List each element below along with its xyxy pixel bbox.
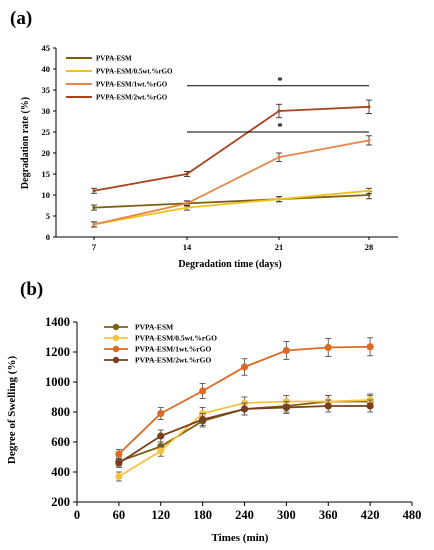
panel-a-series-group [91, 135, 372, 228]
panel-a-series-group [91, 187, 372, 228]
panel-a-y-tick-label: 0 [46, 232, 50, 242]
panel-b-data-point [157, 447, 165, 455]
panel-a-legend-label: PVPA-ESM/1wt.%rGO [96, 81, 168, 89]
panel-a-data-point [367, 138, 371, 142]
panel-b: (b) 200 400 600 800 1000 1200 1400 0 60 120 180 240… [6, 279, 421, 544]
panel-a-data-point [92, 222, 96, 226]
panel-a-y-tick-label: 40 [42, 64, 51, 74]
panel-a-series-line [93, 105, 370, 192]
panel-a-data-point [367, 105, 371, 109]
panel-a-y-tick-label: 10 [42, 190, 51, 200]
panel-a-series-line [93, 139, 370, 226]
panel-b-y-tick-label: 600 [51, 435, 70, 449]
panel-b-series-group [115, 399, 374, 468]
panel-b-legend-marker [112, 334, 120, 342]
panel-a-y-tick-label: 5 [46, 211, 50, 221]
panel-b-data-point [199, 387, 207, 395]
panel-b-data-point [282, 403, 290, 412]
panel-a-data-point [367, 193, 371, 197]
panel-b-data-point [115, 472, 123, 481]
panel-b-x-tick-label: 120 [151, 508, 170, 522]
panel-b-series [115, 337, 374, 482]
panel-b-x-tick-label: 480 [403, 508, 422, 522]
panel-a-data-point [185, 172, 189, 176]
panel-b-legend: PVPA-ESM PVPA-ESM/0.5wt.%rGO PVPA-ESM/1wt.… [104, 323, 217, 365]
panel-a-legend-label: PVPA-ESM/0.5wt.%rGO [96, 68, 173, 76]
panel-a-significance-star: * [277, 75, 283, 87]
panel-b-legend-label: PVPA-ESM/0.5wt.%rGO [135, 334, 217, 343]
panel-b-y-tick-label: 200 [51, 495, 70, 509]
panel-a-label: (a) [10, 8, 32, 29]
panel-b-data-point [240, 363, 249, 371]
panel-b-legend-marker [112, 323, 120, 331]
panel-b-data-point [240, 405, 249, 413]
panel-b-y-tick-label: 400 [51, 465, 70, 479]
panel-b-x-tick-label: 300 [277, 508, 296, 522]
panel-b-legend-label: PVPA-ESM/1wt.%rGO [135, 345, 211, 354]
panel-b-x-tick-label: 420 [361, 508, 380, 522]
panel-b-axes: 200 400 600 800 1000 1200 1400 0 60 120 180 240 300 3… [45, 315, 421, 522]
panel-a-data-point [185, 206, 189, 210]
panel-a-y-tick-label: 25 [42, 127, 51, 137]
panel-a-series-line [93, 189, 370, 226]
panel-b-x-tick-label: 360 [319, 508, 338, 522]
panel-a-x-tick-label: 21 [275, 242, 284, 252]
panel-b-x-tick-label: 180 [193, 508, 212, 522]
panel-a-y-tick-label: 35 [42, 85, 51, 95]
panel-a-x-tick-label: 7 [92, 242, 97, 252]
panel-a-ylabel: Degradation rate (%) [20, 97, 31, 189]
panel-a-data-point [92, 206, 96, 210]
panel-a-y-tick-label: 45 [42, 43, 51, 53]
panel-b-data-point [366, 402, 374, 410]
panel-a-data-point [92, 189, 96, 193]
panel-a-xlabel: Degradation time (days) [178, 259, 281, 270]
panel-b-data-point [157, 409, 165, 418]
panel-a-legend-label: PVPA-ESM [96, 55, 132, 63]
panel-b-legend-label: PVPA-ESM [135, 323, 173, 332]
panel-b-data-point [366, 343, 374, 351]
panel-a-data-point [277, 155, 281, 159]
panel-b-y-tick-label: 1000 [45, 375, 70, 389]
panel-a-series-line [93, 194, 370, 209]
panel-b-label: (b) [20, 279, 43, 300]
panel-b-x-tick-label: 60 [113, 508, 126, 522]
panel-a-data-point [277, 197, 281, 201]
panel-b-y-tick-label: 1400 [45, 315, 70, 329]
panel-a-legend: PVPA-ESM PVPA-ESM/0.5wt.%rGO PVPA-ESM/1wt.… [66, 55, 173, 102]
panel-a-data-point [277, 109, 281, 113]
panel-a-y-tick-label: 15 [42, 169, 51, 179]
panel-b-data-point [157, 432, 165, 440]
panel-b-x-tick-label: 0 [74, 508, 80, 522]
panel-a-data-point [367, 189, 371, 193]
panel-b-xlabel: Times (min) [212, 532, 269, 544]
panel-a-x-tick-label: 28 [365, 242, 374, 252]
panel-b-data-point [282, 346, 290, 355]
panel-b-series-group [115, 337, 374, 459]
panel-b-y-tick-label: 800 [51, 405, 70, 419]
panel-a-axes: 0 5 10 15 20 25 30 35 40 45 7 14 21 28 [42, 43, 398, 252]
panel-b-y-tick-label: 1200 [45, 345, 70, 359]
panel-b-legend-label: PVPA-ESM/2wt.%rGO [135, 356, 211, 365]
panel-b-data-point [324, 402, 332, 410]
panel-a-x-tick-label: 14 [183, 242, 192, 252]
panel-b-data-point [115, 459, 123, 467]
panel-a-significance-star: * [277, 121, 283, 133]
panel-a-y-tick-label: 30 [42, 106, 51, 116]
panel-b-legend-marker [112, 345, 120, 353]
panel-a-y-tick-label: 20 [42, 148, 51, 158]
panel-a-series: ** [91, 75, 372, 228]
panel-b-data-point [115, 450, 123, 458]
panel-b-ylabel: Degree of Swelling (%) [6, 356, 18, 465]
panel-b-x-tick-label: 240 [235, 508, 254, 522]
panel-a-data-point [185, 201, 189, 205]
panel-b-data-point [324, 343, 332, 352]
panel-b-legend-marker [112, 356, 120, 364]
panel-a-series-group [91, 99, 372, 194]
panel-b-data-point [199, 415, 207, 424]
panel-a-legend-label: PVPA-ESM/2wt.%rGO [96, 94, 168, 102]
